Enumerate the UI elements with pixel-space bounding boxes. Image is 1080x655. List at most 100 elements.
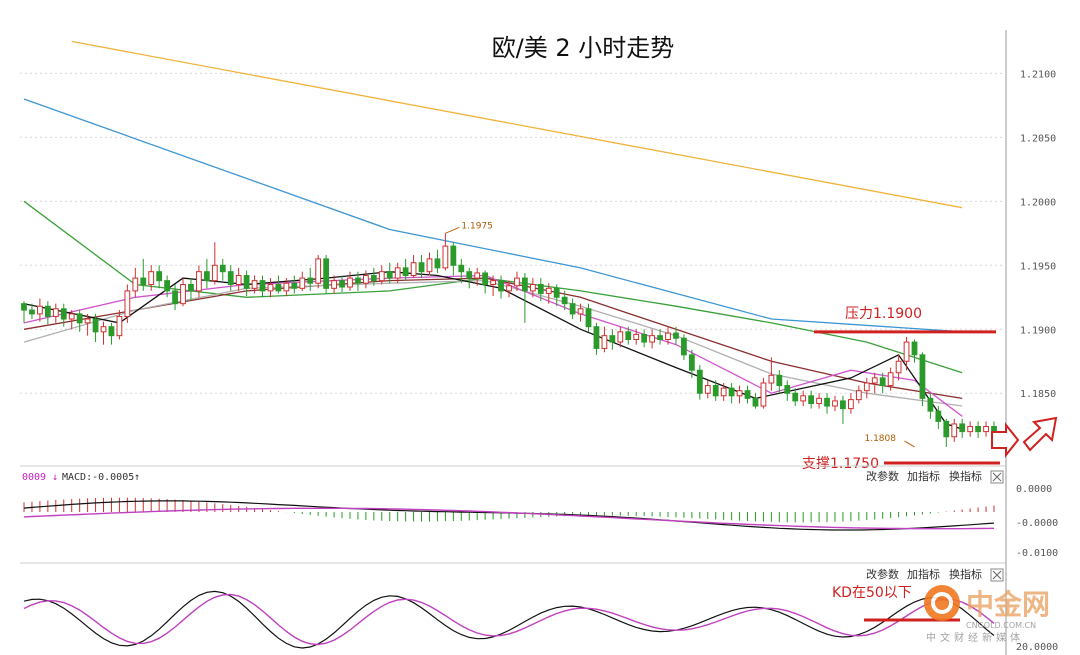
candle [180,278,186,307]
candle [959,418,966,439]
candle [696,365,703,400]
kd-tick-0: 20.0000 [1016,642,1058,653]
watermark-tagline: 中文财经新媒体 [926,631,1024,644]
resistance-label: 压力1.1900 [845,306,922,322]
kd-toolbar-switch[interactable]: 换指标 [949,567,982,581]
candle [339,275,345,293]
candle [267,278,274,298]
macd-toolbar-add[interactable]: 加指标 [907,469,940,483]
candle [211,242,218,285]
macd-histogram [23,497,995,523]
candle [355,271,361,291]
candle [259,275,266,298]
cngold-watermark: 中金网 CNGOLD.COM.CN 中文财经新媒体 [924,585,1050,644]
candle [752,393,759,409]
cngold-logo-icon [924,585,960,621]
candle [911,339,918,363]
candle [537,278,544,302]
candle [68,310,75,330]
candle [681,334,687,360]
candle [203,258,210,289]
high-marker: 1.1975 [445,221,493,234]
candle [808,390,815,409]
candle [800,390,807,407]
candle [975,421,981,439]
up-right-arrow-icon [1022,416,1058,452]
candle [673,326,679,345]
candle [100,321,107,345]
candle [108,322,115,345]
candle [569,298,576,320]
price-tick-label: 1.1950 [1020,261,1056,272]
candle [378,265,385,285]
candle [712,380,719,401]
candle [903,336,910,371]
candle [688,349,695,378]
kd-toolbar-params[interactable]: 改参数 [866,567,899,581]
candle [418,255,425,279]
macd-close-icon[interactable] [990,470,1004,484]
candle [299,271,306,291]
candle [307,267,314,291]
kd-d-line [23,593,995,646]
candle [951,418,958,442]
candle [498,275,504,299]
candle [736,385,743,404]
candle [37,298,43,322]
candle [124,284,131,323]
candle [609,329,616,350]
candle [235,267,242,291]
candle [633,329,640,345]
candle [243,270,250,296]
candle [164,275,170,298]
candle [458,258,465,284]
candle [52,303,59,323]
candle [720,383,727,401]
candle [402,258,409,281]
kd-close-icon[interactable] [990,568,1004,582]
moving-average-line [71,40,963,209]
kd-toolbar-add[interactable]: 加指标 [907,567,940,581]
candle [60,303,67,327]
candle [29,303,35,320]
candle [347,271,353,291]
candle [855,385,862,404]
candle [824,393,830,414]
candle [768,357,775,391]
candle [935,406,942,430]
candle [728,383,735,404]
candle [792,388,799,407]
candle [545,283,552,304]
candle [251,275,258,294]
candle [84,313,91,336]
candle [927,393,934,419]
macd-toolbar-switch[interactable]: 换指标 [949,469,982,483]
right-arrow-icon [991,422,1020,458]
candle [291,275,298,294]
macd-tick-2: -0.0100 [1016,548,1058,559]
macd-toolbar-params[interactable]: 改参数 [866,469,899,483]
price-tick-label: 1.2000 [1020,197,1056,208]
candle [832,395,838,412]
macd-prefix: 0009 [22,472,46,483]
price-tick-label: 1.2100 [1020,69,1056,80]
candle [895,354,902,381]
candle [967,421,974,437]
candle [506,280,512,298]
candle [871,372,878,394]
candle [577,303,584,322]
kd-k-line [23,590,995,649]
candle [919,352,926,407]
watermark-brand: 中金网 [966,588,1050,621]
candle [482,270,489,294]
candle [323,255,330,294]
candle [331,275,337,294]
candle [370,267,377,286]
candle [450,242,457,276]
candle [816,393,822,409]
candle [665,326,671,345]
candle [649,329,655,349]
candle [148,265,155,291]
candle [426,252,433,276]
